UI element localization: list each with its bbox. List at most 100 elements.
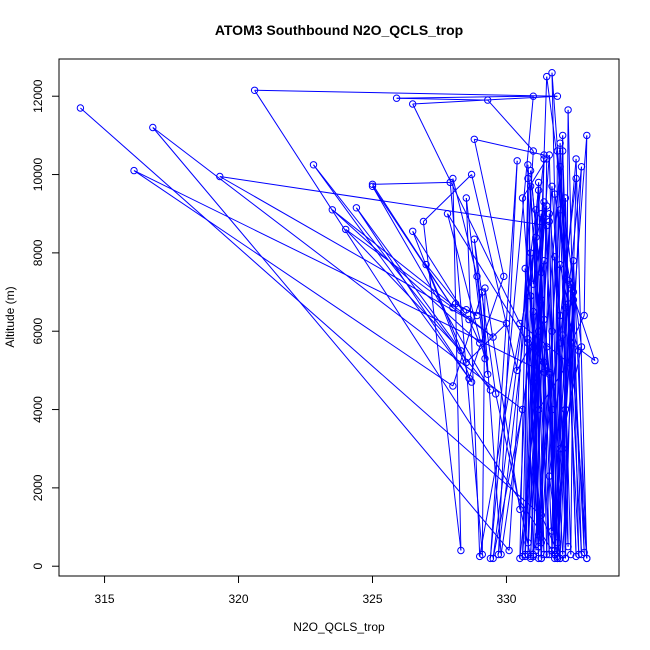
series-line-segment	[372, 184, 454, 308]
data-point	[497, 550, 505, 559]
data-point	[465, 315, 473, 324]
x-tick-label: 330	[496, 592, 516, 606]
data-point	[513, 157, 521, 165]
series-line-segment	[422, 221, 462, 551]
y-tick-label: 6000	[31, 318, 45, 345]
y-axis-label: Altitude (m)	[3, 286, 17, 347]
x-tick-label: 315	[95, 592, 115, 606]
data-point	[551, 253, 559, 261]
y-tick-label: 0	[31, 563, 45, 570]
y-axis: 0 2000 4000 6000 8000 10000 12000	[31, 79, 60, 570]
series-line-segment	[219, 176, 470, 320]
data-point	[556, 163, 564, 171]
series-line-segment	[425, 264, 464, 312]
data-point	[467, 170, 476, 179]
data-point	[543, 343, 551, 351]
data-point	[537, 296, 545, 304]
series-line-segment	[133, 170, 454, 387]
data-point	[569, 296, 578, 304]
data-point	[534, 327, 543, 335]
data-point	[540, 315, 548, 324]
data-point	[577, 550, 586, 559]
data-point	[559, 331, 567, 339]
data-point	[476, 339, 484, 347]
series-points	[76, 69, 599, 563]
series-line-segment	[468, 319, 481, 344]
data-point	[556, 311, 564, 320]
data-point	[462, 194, 470, 202]
series-line-segment	[423, 174, 472, 222]
data-point	[556, 139, 564, 147]
data-point	[467, 378, 476, 386]
series-line-segment	[519, 178, 529, 559]
series-line-segment	[481, 288, 486, 555]
data-point	[481, 354, 489, 363]
data-point	[368, 180, 377, 189]
data-point	[543, 550, 551, 559]
series-line-segment	[152, 127, 523, 410]
series-line-segment	[524, 268, 534, 555]
data-point	[484, 370, 492, 378]
series-line-segment	[527, 272, 542, 555]
data-point	[476, 552, 484, 561]
data-point	[548, 527, 556, 535]
data-point	[521, 264, 529, 273]
series-line-segment	[492, 409, 523, 559]
chart-title: ATOM3 Southbound N2O_QCLS_trop	[215, 22, 463, 38]
series-line-segment	[452, 291, 483, 387]
data-point	[551, 546, 559, 555]
data-point	[559, 445, 567, 453]
series-line-segment	[570, 287, 596, 361]
data-point	[342, 225, 350, 234]
data-point	[561, 554, 570, 563]
y-tick-label: 12000	[31, 79, 45, 113]
series-line-segment	[345, 228, 494, 338]
data-point	[449, 382, 457, 390]
data-point	[564, 358, 572, 367]
data-point	[524, 539, 532, 547]
data-point	[545, 217, 553, 226]
data-point	[486, 386, 495, 394]
data-point	[548, 405, 556, 414]
data-point	[548, 182, 556, 191]
data-point	[572, 155, 580, 163]
data-point	[529, 307, 537, 316]
series-line-segment	[556, 291, 574, 559]
series-line-segment	[487, 99, 534, 152]
data-point	[540, 155, 548, 163]
data-point	[572, 174, 580, 183]
data-point	[551, 550, 559, 559]
series-line-segment	[254, 90, 558, 559]
data-point	[526, 249, 535, 257]
series-line-segment	[465, 323, 507, 363]
data-point	[250, 86, 259, 95]
series-line-segment	[471, 174, 518, 371]
data-point	[556, 260, 564, 269]
data-point	[548, 69, 556, 77]
data-point	[537, 268, 545, 277]
data-point	[577, 163, 586, 171]
series-line-segment	[465, 197, 486, 359]
data-point	[470, 135, 478, 144]
y-tick-label: 10000	[31, 158, 45, 192]
series-line-segment	[522, 186, 532, 557]
data-point	[526, 182, 535, 191]
series-line-segment	[548, 213, 561, 316]
series-line-segment	[447, 213, 529, 344]
data-point	[328, 206, 336, 214]
series-line-segment	[489, 96, 534, 559]
data-point	[580, 311, 588, 320]
data-point	[540, 257, 548, 265]
data-point	[470, 235, 478, 243]
series-line-segment	[80, 107, 542, 516]
data-point	[534, 186, 543, 194]
data-point	[492, 390, 500, 398]
series-line-segment	[554, 256, 569, 547]
series-line-segment	[527, 209, 537, 555]
data-point	[309, 161, 318, 169]
data-point	[409, 100, 417, 108]
series-line-segment	[481, 291, 502, 555]
data-point	[559, 131, 567, 140]
data-point	[516, 319, 524, 328]
